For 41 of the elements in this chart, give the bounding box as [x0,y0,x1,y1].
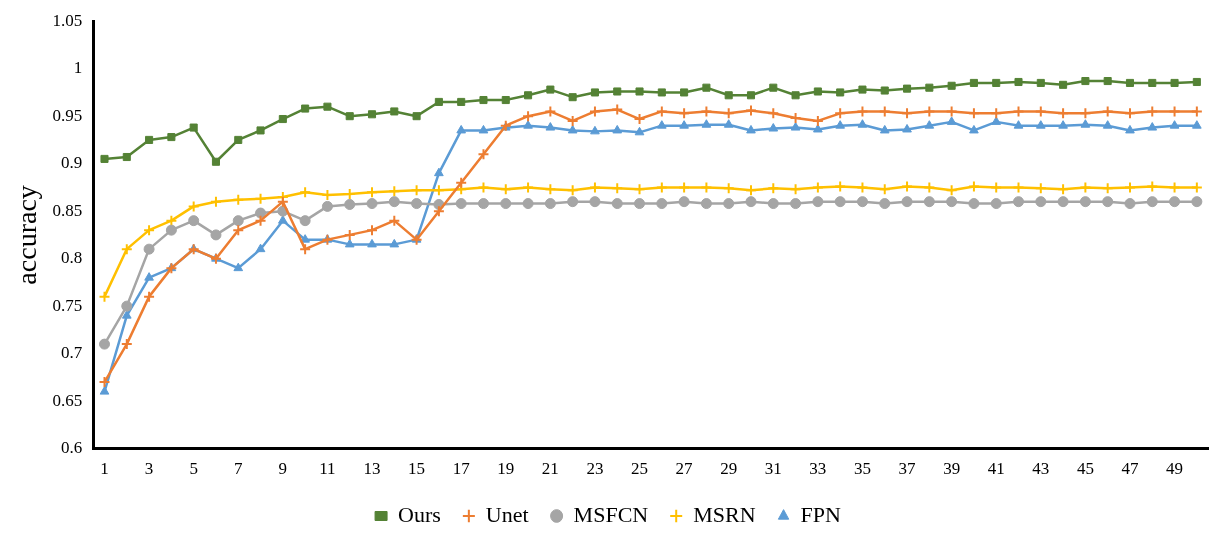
x-tick-label: 45 [1076,459,1094,479]
x-tick-label: 29 [720,459,738,479]
x-tick-label: 31 [764,459,782,479]
y-tick-label: 0.75 [52,295,83,315]
x-tick-label: 35 [853,459,871,479]
x-tick-label: 1 [100,459,109,479]
y-tick-label: 0.95 [52,105,83,125]
legend-label: FPN [800,501,842,527]
y-tick-label: 1 [73,58,83,78]
x-tick-label: 47 [1121,459,1139,479]
x-tick-label: 39 [943,459,961,479]
legend-label: MSRN [693,501,756,527]
x-tick-label: 27 [675,459,694,479]
x-tick-label: 7 [234,459,243,479]
x-tick-label: 49 [1166,459,1184,479]
y-tick-label: 0.65 [52,390,83,410]
y-tick-label: 0.7 [61,343,83,363]
y-tick-label: 1.05 [52,10,83,30]
x-tick-label: 43 [1032,459,1050,479]
legend-label: MSFCN [573,501,649,527]
legend-label: Unet [485,501,529,527]
x-tick-label: 9 [278,459,288,479]
x-tick-label: 19 [497,459,515,479]
x-tick-label: 15 [408,459,426,479]
x-tick-label: 37 [898,459,917,479]
y-tick-label: 0.9 [61,153,83,173]
x-tick-label: 23 [586,459,604,479]
x-tick-label: 33 [809,459,827,479]
x-tick-label: 13 [363,459,381,479]
x-tick-label: 41 [987,459,1005,479]
y-axis-title: accuracy [11,185,43,285]
y-tick-label: 0.85 [52,200,83,220]
x-tick-label: 3 [144,459,154,479]
x-tick-label: 25 [631,459,649,479]
x-tick-label: 21 [541,459,559,479]
legend-label: Ours [398,501,441,527]
y-tick-label: 0.6 [61,438,83,458]
x-tick-label: 11 [319,459,336,479]
x-tick-label: 17 [452,459,471,479]
x-tick-label: 5 [189,459,198,479]
y-tick-label: 0.8 [61,248,83,268]
